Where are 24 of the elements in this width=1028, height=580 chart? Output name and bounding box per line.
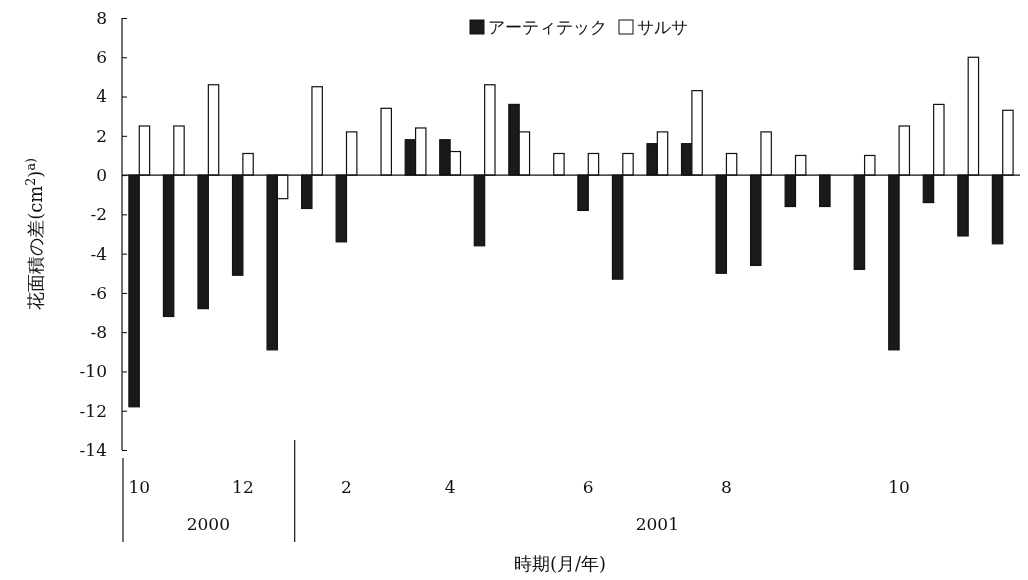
y-tick-label: 8 bbox=[96, 7, 107, 28]
y-tick-label: -4 bbox=[90, 243, 107, 264]
y-tick-label: -10 bbox=[79, 361, 107, 382]
y-tick-label: 6 bbox=[96, 47, 107, 68]
legend-label: サルサ bbox=[637, 17, 688, 37]
y-tick-label: -8 bbox=[90, 322, 107, 343]
x-tick-label: 2 bbox=[341, 477, 352, 498]
x-tick-label: 4 bbox=[444, 477, 456, 498]
y-tick-label: 0 bbox=[96, 165, 107, 186]
y-tick-label: -6 bbox=[90, 282, 107, 303]
legend-label: アーティテック bbox=[488, 17, 607, 37]
x-axis-title: 時期(月/年) bbox=[513, 553, 607, 574]
x-tick-label: 12 bbox=[232, 477, 254, 498]
text: 2000 bbox=[186, 514, 230, 534]
x-tick-label: 10 bbox=[128, 477, 151, 498]
x-tick-label: 8 bbox=[721, 477, 732, 498]
y-tick-label: -14 bbox=[79, 439, 107, 460]
text: 2001 bbox=[635, 514, 679, 534]
x-tick-label: 10 bbox=[888, 477, 910, 498]
x-tick-label: 6 bbox=[582, 477, 594, 498]
y-tick-label: -2 bbox=[90, 204, 107, 225]
y-tick-label: 4 bbox=[96, 86, 107, 107]
y-tick-label: 2 bbox=[96, 125, 107, 146]
y-tick-label: -12 bbox=[79, 400, 107, 421]
